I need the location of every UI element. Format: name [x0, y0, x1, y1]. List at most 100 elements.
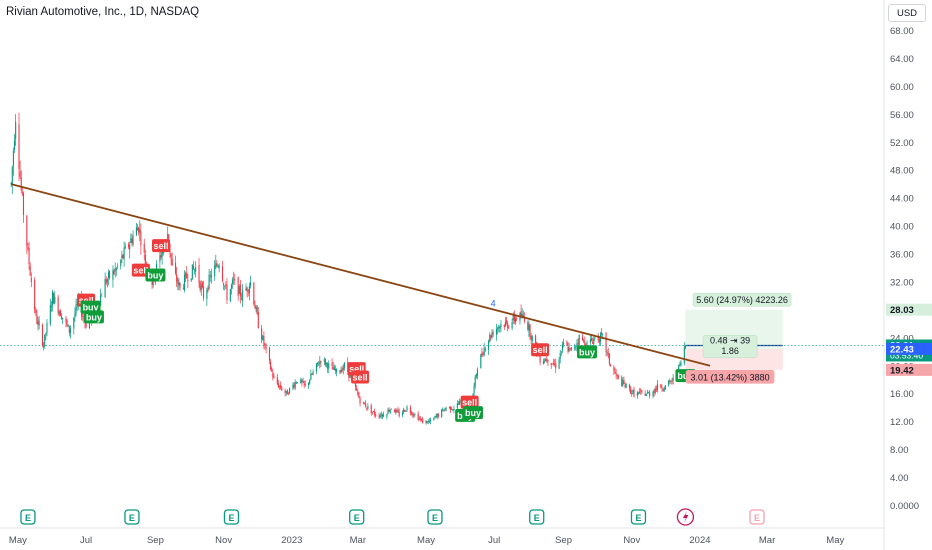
candle-body [370, 405, 372, 413]
candle [112, 265, 114, 288]
candle-body [50, 305, 52, 307]
currency-selector[interactable]: USD [888, 4, 926, 22]
candle-body [505, 320, 508, 323]
candle-body [637, 392, 640, 394]
candle-body [218, 265, 220, 269]
candle-body [414, 414, 416, 415]
candle [672, 373, 674, 385]
candle [15, 114, 17, 146]
candle [624, 382, 626, 389]
candle [649, 389, 651, 399]
candle-body [669, 380, 671, 382]
signal-badge [152, 239, 171, 253]
candle-body [622, 380, 624, 386]
candle-body [389, 409, 391, 413]
candle [545, 357, 547, 362]
candle [264, 343, 266, 351]
candle [208, 268, 210, 291]
candle-body [401, 412, 404, 416]
candle-body [586, 342, 588, 349]
candle-body [280, 384, 282, 389]
candle [396, 408, 398, 413]
candle-body [263, 335, 265, 345]
candle-body [542, 361, 544, 364]
candle-body [684, 345, 686, 349]
candle [574, 343, 576, 351]
candle-body [514, 318, 517, 323]
candle-body [130, 238, 132, 243]
candle [475, 373, 477, 379]
candle-body [569, 348, 571, 350]
candle-body [183, 274, 186, 291]
candle [50, 300, 52, 312]
candle-body [390, 408, 392, 410]
candle [255, 304, 257, 313]
candle [433, 417, 435, 421]
candle-body [476, 369, 479, 376]
candle-body [607, 352, 609, 355]
candle [296, 382, 298, 384]
position-mid-label-line1: 0.48 ⇥ 39 [710, 335, 750, 345]
candle [608, 352, 610, 366]
time-tick-label: May [826, 535, 844, 546]
candle-body [490, 335, 492, 338]
candle [639, 388, 641, 395]
candle [669, 378, 671, 384]
candle-body [73, 317, 75, 329]
earnings-icon-box [223, 509, 240, 525]
candle-body [363, 402, 366, 405]
candle-body [248, 286, 250, 294]
candle [242, 284, 244, 307]
dividend-icon-bolt [682, 511, 689, 523]
candle-body [644, 393, 646, 396]
time-tick-label: Mar [350, 535, 366, 546]
candle-body [285, 391, 287, 393]
candle-body [160, 255, 162, 258]
earnings-icon: E [630, 509, 647, 525]
candle [459, 398, 461, 406]
candle [230, 283, 233, 295]
candle-body [207, 287, 209, 291]
candle-body [663, 388, 665, 392]
candle-body [144, 254, 146, 265]
candle-body [318, 364, 320, 366]
sell-signal: sell [152, 239, 171, 253]
candle-body [21, 192, 23, 194]
candle-body [20, 177, 22, 191]
candle-body [336, 369, 338, 373]
candle [284, 388, 286, 397]
candle-body [107, 272, 110, 278]
price-tag-target: 28.03 [886, 303, 932, 316]
candle-body [624, 385, 626, 388]
candle [65, 315, 67, 328]
candle [443, 409, 445, 412]
candle-body [500, 323, 502, 327]
candle [456, 400, 458, 411]
candle [473, 382, 475, 397]
price-tag-box [886, 342, 932, 355]
candle [633, 386, 635, 398]
candle-body [436, 414, 438, 418]
candle [371, 411, 373, 415]
candle [513, 310, 515, 325]
candle [575, 345, 577, 351]
candle-body [192, 265, 194, 270]
candle [568, 343, 570, 352]
candle [13, 134, 16, 153]
price-tick-label: 16.00 [890, 389, 914, 400]
candle [622, 376, 624, 388]
time-tick-label: Nov [623, 535, 640, 546]
candle-body [237, 277, 239, 296]
candle [498, 324, 500, 333]
candle-body [249, 281, 252, 286]
candle-body [109, 271, 111, 279]
candle [495, 323, 498, 341]
earnings-icon: E [124, 509, 140, 525]
candle [73, 316, 75, 335]
candle-body [233, 278, 235, 280]
candle-body [18, 124, 20, 170]
candle-body [26, 215, 28, 246]
price-tag-entry: 22.43 [886, 342, 932, 355]
candle-body [265, 346, 267, 349]
